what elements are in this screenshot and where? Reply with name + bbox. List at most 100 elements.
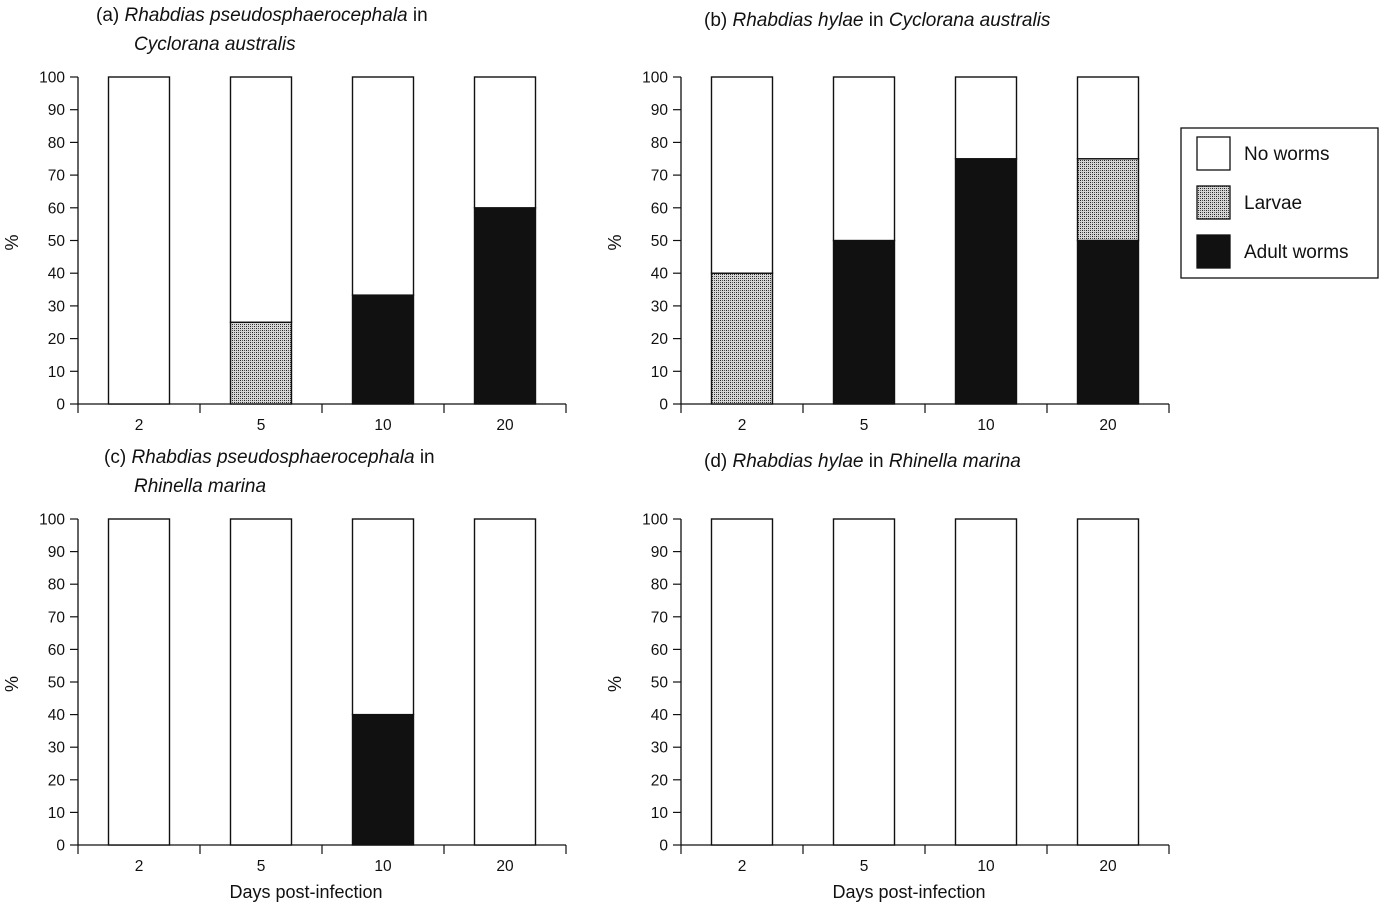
bar-segment-no-worms: [351, 76, 415, 296]
y-tick-label: 50: [651, 675, 669, 692]
y-tick-label: 100: [642, 512, 668, 529]
panel-title-line: (a) Rhabdias pseudosphaerocephala in: [96, 5, 428, 26]
panel-title-line: (b) Rhabdias hylae in Cyclorana australi…: [704, 10, 1051, 31]
x-tick-label: 2: [135, 417, 144, 434]
y-tick-label: 20: [48, 331, 66, 348]
chart-panel-a: (a) Rhabdias pseudosphaerocephala in Cycl…: [2, 5, 567, 434]
x-tick-label: 20: [496, 417, 514, 434]
legend-label-adult-worms: Adult worms: [1244, 242, 1349, 263]
x-tick-label: 10: [977, 417, 995, 434]
bar-segment-adult-worms: [351, 713, 415, 846]
y-tick-label: 10: [48, 364, 66, 381]
y-tick-label: 100: [39, 70, 65, 87]
y-tick-label: 10: [651, 364, 669, 381]
y-tick-label: 40: [651, 266, 669, 283]
y-tick-label: 70: [651, 168, 669, 185]
bar-segment-larvae: [710, 272, 774, 405]
chart-panel-d: (d) Rhabdias hylae in Rhinella marina 0 10…: [605, 451, 1170, 902]
x-tick-label: 20: [1099, 417, 1117, 434]
legend-swatch-no-worms: [1196, 136, 1231, 171]
panel-title-prefix: (b): [704, 10, 733, 31]
bar-segment-larvae: [229, 321, 293, 405]
x-tick-label: 2: [135, 858, 144, 875]
y-axis-label: %: [2, 676, 22, 692]
y-tick-label: 40: [651, 707, 669, 724]
panel-title-part: in: [408, 5, 428, 26]
x-tick-label: 10: [374, 417, 392, 434]
y-tick-label: 0: [56, 838, 65, 855]
panel-title-part: Rhabdias pseudosphaerocephala: [131, 447, 414, 468]
x-tick-label: 5: [860, 858, 869, 875]
bar-segment-adult-worms: [832, 239, 896, 405]
x-tick-label: 20: [1099, 858, 1117, 875]
bar-segment-no-worms: [229, 76, 293, 323]
bar-segment-adult-worms: [1076, 239, 1140, 405]
bar-segment-adult-worms: [473, 207, 537, 405]
y-tick-label: 40: [48, 266, 66, 283]
x-tick-label: 20: [496, 858, 514, 875]
bar-segment-no-worms: [1076, 76, 1140, 160]
bar-segment-no-worms: [954, 518, 1018, 846]
legend-label-no-worms: No worms: [1244, 144, 1330, 165]
y-tick-label: 90: [48, 544, 66, 561]
y-tick-label: 90: [651, 544, 669, 561]
panel-title-line: (d) Rhabdias hylae in Rhinella marina: [704, 451, 1021, 472]
y-axis-label: %: [605, 234, 625, 250]
y-tick-label: 10: [48, 805, 66, 822]
legend-label-larvae: Larvae: [1244, 193, 1302, 214]
y-tick-label: 90: [651, 102, 669, 119]
panel-title-part: Cyclorana australis: [889, 10, 1051, 31]
y-tick-label: 70: [48, 168, 66, 185]
bar-segment-adult-worms: [351, 294, 415, 405]
bar-segment-adult-worms: [954, 158, 1018, 405]
y-tick-label: 30: [651, 298, 669, 315]
y-tick-label: 20: [651, 772, 669, 789]
bar-segment-no-worms: [954, 76, 1018, 160]
y-tick-label: 80: [651, 577, 669, 594]
panel-title-part: Rhinella marina: [889, 451, 1021, 472]
panel-title-part: in: [415, 447, 435, 468]
bar-segment-no-worms: [473, 518, 537, 846]
panel-title-part: Cyclorana australis: [134, 34, 296, 55]
y-tick-label: 70: [48, 609, 66, 626]
bar-segment-no-worms: [832, 76, 896, 242]
bar-segment-no-worms: [107, 518, 171, 846]
y-tick-label: 30: [651, 740, 669, 757]
chart-panel-c: (c) Rhabdias pseudosphaerocephala in Rhin…: [2, 447, 567, 902]
bar-segment-no-worms: [473, 76, 537, 209]
panel-title-part: Rhabdias pseudosphaerocephala: [125, 5, 408, 26]
bar-segment-larvae: [1076, 158, 1140, 242]
x-tick-label: 2: [738, 417, 747, 434]
y-tick-label: 80: [651, 135, 669, 152]
y-tick-label: 30: [48, 298, 66, 315]
bar-segment-no-worms: [832, 518, 896, 846]
y-tick-label: 60: [651, 200, 669, 217]
y-tick-label: 10: [651, 805, 669, 822]
bar-segment-no-worms: [710, 518, 774, 846]
y-axis-label: %: [605, 676, 625, 692]
bar-segment-no-worms: [710, 76, 774, 274]
y-tick-label: 90: [48, 102, 66, 119]
y-tick-label: 0: [56, 397, 65, 414]
y-tick-label: 50: [651, 233, 669, 250]
x-tick-label: 2: [738, 858, 747, 875]
panel-title-prefix: (c): [104, 447, 131, 468]
x-tick-label: 10: [977, 858, 995, 875]
legend-swatch-larvae: [1196, 185, 1231, 220]
y-tick-label: 0: [659, 397, 668, 414]
y-tick-label: 80: [48, 135, 66, 152]
bar-segment-no-worms: [229, 518, 293, 846]
y-tick-label: 20: [48, 772, 66, 789]
x-tick-label: 10: [374, 858, 392, 875]
y-axis-label: %: [2, 234, 22, 250]
panel-title-part: in: [863, 10, 888, 31]
y-tick-label: 100: [39, 512, 65, 529]
x-tick-label: 5: [257, 417, 266, 434]
y-tick-label: 60: [48, 200, 66, 217]
y-tick-label: 50: [48, 233, 66, 250]
panel-title-part: Rhinella marina: [134, 476, 266, 497]
panel-title-line: Rhinella marina: [134, 476, 266, 497]
panel-title-part: Rhabdias hylae: [733, 10, 864, 31]
y-tick-label: 70: [651, 609, 669, 626]
